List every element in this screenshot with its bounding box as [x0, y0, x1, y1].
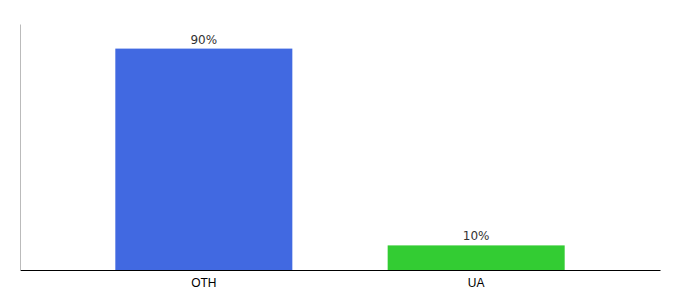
- bars: [115, 49, 564, 270]
- x-axis-line: [21, 270, 661, 271]
- bar: [115, 49, 292, 270]
- x-axis: OTH UA: [21, 270, 661, 290]
- x-tick-label: UA: [468, 276, 485, 290]
- y-axis-line: [20, 25, 21, 271]
- y-axis: [20, 25, 21, 271]
- data-label: 10%: [463, 229, 490, 243]
- data-labels: 90% 10%: [190, 33, 489, 244]
- data-label: 90%: [190, 33, 217, 47]
- bar: [388, 245, 565, 270]
- x-tick-label: OTH: [191, 276, 216, 290]
- x-tick: OTH: [191, 270, 216, 290]
- chart: 90% 10% OTH UA: [0, 0, 680, 300]
- x-tick: UA: [468, 270, 485, 290]
- plot: 90% 10% OTH UA: [21, 25, 661, 291]
